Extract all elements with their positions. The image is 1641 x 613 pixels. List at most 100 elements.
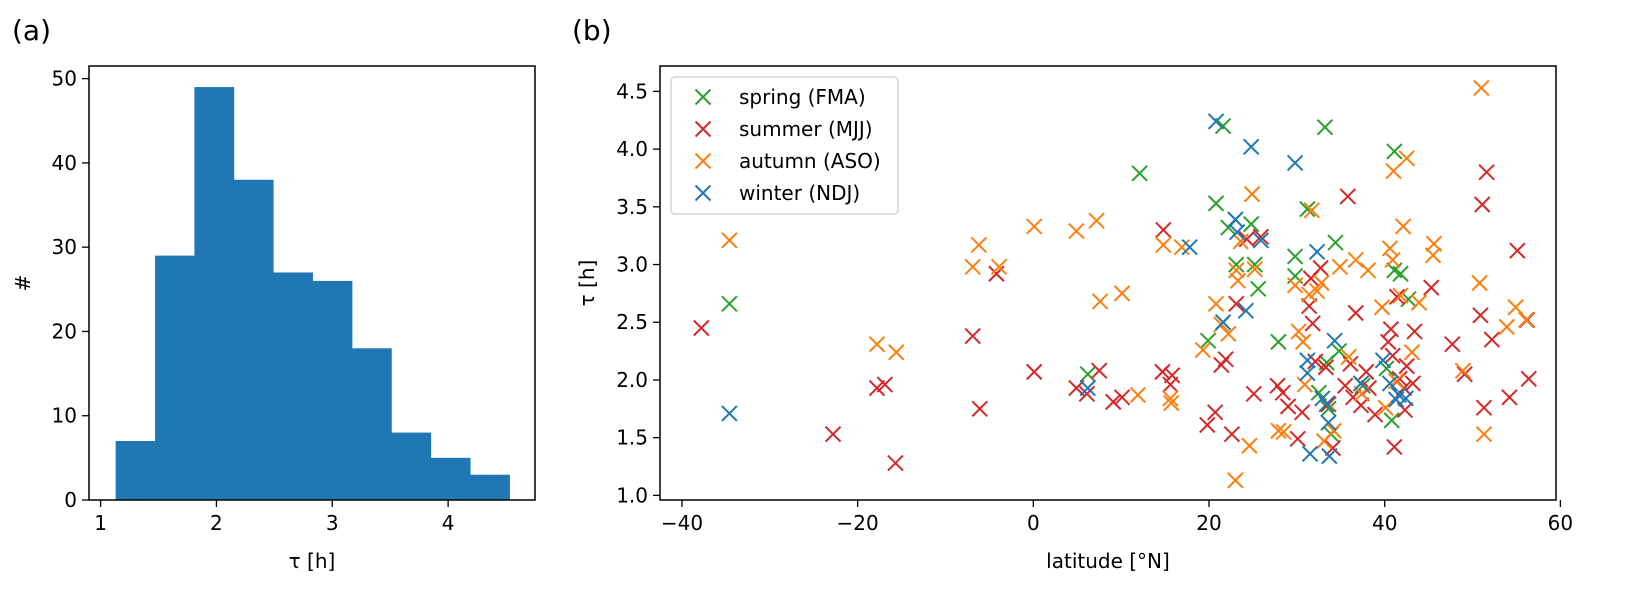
scatter-point <box>1384 251 1401 269</box>
scatter-point <box>1424 247 1442 264</box>
scatter-point <box>1269 377 1286 394</box>
scatter-point <box>1325 422 1342 439</box>
y-tick-label: 10 <box>52 404 77 428</box>
x-tick-label: 60 <box>1548 511 1573 535</box>
scatter-point <box>1290 323 1307 340</box>
scatter-point <box>1294 333 1312 351</box>
scatter-point <box>1214 314 1232 331</box>
scatter-point <box>1214 117 1232 135</box>
scatter-point <box>964 258 981 276</box>
scatter-point <box>1078 385 1096 403</box>
legend-marker <box>694 184 712 202</box>
scatter-point <box>1113 389 1131 406</box>
x-tick-label: 40 <box>1372 511 1397 535</box>
x-tick-label: 2 <box>210 511 223 535</box>
scatter-point <box>964 327 981 345</box>
histogram-bar <box>312 280 353 500</box>
scatter-point <box>1068 379 1085 397</box>
scatter-point <box>1228 224 1246 241</box>
histogram-bar <box>155 255 195 500</box>
histogram-bar <box>351 348 392 500</box>
scatter-point <box>1336 377 1354 394</box>
scatter-point <box>1091 293 1109 310</box>
scatter-point <box>1381 240 1399 257</box>
scatter-point <box>1286 248 1304 265</box>
scatter-point <box>1163 394 1180 412</box>
scatter-point <box>1472 307 1489 324</box>
scatter-x-axis-label: latitude [°N] <box>1046 549 1170 573</box>
x-tick-label: 1 <box>94 511 107 535</box>
scatter-chart: −40 −20 0 20 40 60 1.0 1.5 2.0 2.5 3.0 3.5 4.0 4.5 l… <box>575 65 1573 573</box>
scatter-point <box>1296 376 1313 393</box>
scatter-point <box>1199 416 1216 434</box>
series-winter <box>721 113 1414 465</box>
scatter-point <box>1366 406 1384 423</box>
scatter-point <box>1474 196 1491 213</box>
scatter-point <box>1154 363 1171 381</box>
scatter-point <box>1131 165 1148 182</box>
scatter-point <box>721 232 738 249</box>
y-tick-label: 1.0 <box>616 483 648 507</box>
scatter-point <box>1352 375 1370 392</box>
y-tick-label: 0 <box>64 488 77 512</box>
scatter-point <box>1509 242 1526 259</box>
scatter-point <box>1312 259 1329 277</box>
scatter-point <box>1444 335 1461 353</box>
scatter-point <box>1308 243 1326 261</box>
scatter-point <box>1423 279 1440 296</box>
scatter-point <box>693 319 710 337</box>
scatter-point <box>1478 163 1495 181</box>
scatter-point <box>1245 385 1263 403</box>
scatter-point <box>1380 333 1397 351</box>
scatter-point <box>868 335 886 353</box>
scatter-point <box>1088 212 1105 229</box>
scatter-point <box>1308 282 1326 300</box>
scatter-point <box>1303 202 1321 219</box>
scatter-point <box>1091 362 1108 379</box>
scatter-point <box>1286 277 1304 294</box>
scatter-point <box>1316 118 1334 136</box>
scatter-point <box>1320 400 1337 418</box>
legend-box <box>670 76 899 215</box>
panel-label-b: (b) <box>572 14 612 47</box>
histogram-bars <box>115 87 510 501</box>
histogram-plot-frame <box>88 65 536 501</box>
legend-marker <box>694 120 712 138</box>
histogram-bar <box>194 87 235 500</box>
scatter-point <box>990 258 1008 276</box>
panel-label-a: (a) <box>12 14 51 47</box>
scatter-point <box>1155 221 1172 239</box>
scatter-plot-frame <box>659 65 1557 501</box>
scatter-point <box>1199 332 1217 349</box>
legend-marker <box>694 88 712 106</box>
scatter-point <box>876 376 894 393</box>
scatter-x-ticks: −40 −20 0 20 40 60 <box>661 500 1573 535</box>
scatter-y-ticks: 1.0 1.5 2.0 2.5 3.0 3.5 4.0 4.5 <box>616 79 660 507</box>
x-tick-label: 20 <box>1196 511 1221 535</box>
scatter-point <box>1228 295 1245 312</box>
scatter-point <box>1377 399 1394 416</box>
x-tick-label: −40 <box>661 511 703 535</box>
scatter-point <box>1321 447 1338 465</box>
scatter-point <box>1373 299 1391 316</box>
scatter-point <box>1173 239 1190 256</box>
histogram-bar <box>115 441 156 500</box>
scatter-point <box>1320 414 1337 431</box>
scatter-point <box>1382 320 1400 338</box>
y-tick-label: 4.5 <box>616 79 648 103</box>
y-tick-label: 2.5 <box>616 310 648 334</box>
scatter-point <box>1207 295 1225 312</box>
scatter-point <box>971 400 988 418</box>
scatter-point <box>1079 379 1097 397</box>
scatter-point <box>1068 222 1085 240</box>
scatter-point <box>1243 185 1261 203</box>
scatter-point <box>1347 304 1364 322</box>
scatter-point <box>1404 375 1422 392</box>
scatter-point <box>1471 274 1488 292</box>
scatter-point <box>1207 195 1225 212</box>
histogram-bar <box>273 272 313 500</box>
scatter-point <box>721 405 738 422</box>
scatter-point <box>1252 228 1270 246</box>
scatter-point <box>1475 399 1493 416</box>
